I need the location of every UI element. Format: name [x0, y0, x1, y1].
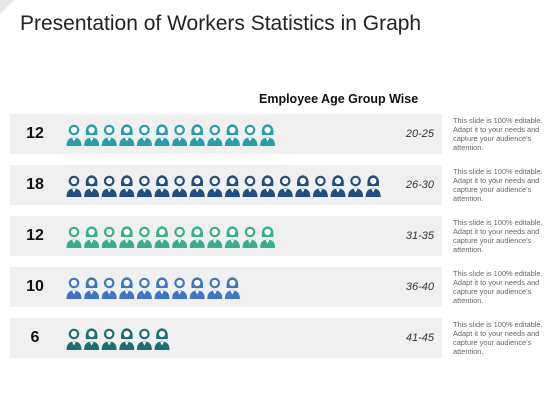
female-worker-icon: [119, 277, 135, 299]
male-worker-icon: [242, 124, 258, 146]
employee-count-label: 18: [26, 176, 44, 193]
female-worker-icon: [295, 175, 311, 197]
male-worker-icon: [207, 277, 223, 299]
female-worker-icon: [260, 175, 276, 197]
employee-count-label: 12: [26, 227, 44, 244]
male-worker-icon: [101, 175, 117, 197]
worker-pictograph: [66, 175, 381, 197]
age-range-label: 36-40: [405, 281, 434, 293]
female-worker-icon: [84, 124, 100, 146]
male-worker-icon: [172, 226, 188, 248]
male-worker-icon: [277, 175, 293, 197]
female-worker-icon: [189, 124, 205, 146]
slide-title: Presentation of Workers Statistics in Gr…: [20, 12, 422, 35]
male-worker-icon: [172, 277, 188, 299]
age-range-label: 31-35: [405, 230, 434, 242]
female-worker-icon: [119, 226, 135, 248]
female-worker-icon: [84, 277, 100, 299]
male-worker-icon: [66, 175, 82, 197]
male-worker-icon: [101, 277, 117, 299]
male-worker-icon: [136, 328, 152, 350]
employee-count-label: 10: [26, 278, 44, 295]
male-worker-icon: [172, 124, 188, 146]
male-worker-icon: [242, 175, 258, 197]
female-worker-icon: [119, 175, 135, 197]
male-worker-icon: [66, 226, 82, 248]
female-worker-icon: [189, 277, 205, 299]
female-worker-icon: [224, 124, 240, 146]
female-worker-icon: [154, 175, 170, 197]
male-worker-icon: [101, 328, 117, 350]
worker-pictograph: [66, 124, 276, 146]
male-worker-icon: [348, 175, 364, 197]
male-worker-icon: [136, 124, 152, 146]
age-range-label: 26-30: [405, 179, 434, 191]
age-group-row: 6 41-45: [10, 318, 442, 358]
male-worker-icon: [101, 226, 117, 248]
worker-pictograph: [66, 277, 240, 299]
age-group-row: 12 20-25: [10, 114, 442, 154]
female-worker-icon: [84, 226, 100, 248]
female-worker-icon: [154, 277, 170, 299]
age-group-row: 10 36-40: [10, 267, 442, 307]
female-worker-icon: [154, 124, 170, 146]
female-worker-icon: [119, 124, 135, 146]
female-worker-icon: [260, 226, 276, 248]
male-worker-icon: [242, 226, 258, 248]
male-worker-icon: [207, 226, 223, 248]
row-description-note: This slide is 100% editable. Adapt it to…: [453, 269, 543, 305]
female-worker-icon: [189, 175, 205, 197]
male-worker-icon: [207, 124, 223, 146]
worker-pictograph: [66, 328, 170, 350]
male-worker-icon: [172, 175, 188, 197]
worker-pictograph: [66, 226, 276, 248]
row-description-note: This slide is 100% editable. Adapt it to…: [453, 167, 543, 203]
row-description-note: This slide is 100% editable. Adapt it to…: [453, 218, 543, 254]
row-description-note: This slide is 100% editable. Adapt it to…: [453, 320, 543, 356]
male-worker-icon: [136, 226, 152, 248]
female-worker-icon: [84, 328, 100, 350]
age-group-row: 12 31-35: [10, 216, 442, 256]
age-range-label: 20-25: [405, 128, 434, 140]
male-worker-icon: [66, 328, 82, 350]
employee-count-label: 6: [30, 329, 40, 346]
female-worker-icon: [330, 175, 346, 197]
male-worker-icon: [66, 124, 82, 146]
female-worker-icon: [189, 226, 205, 248]
male-worker-icon: [207, 175, 223, 197]
female-worker-icon: [119, 328, 135, 350]
slide-corner-decoration: [0, 0, 14, 14]
female-worker-icon: [154, 226, 170, 248]
female-worker-icon: [154, 328, 170, 350]
male-worker-icon: [136, 175, 152, 197]
employee-count-label: 12: [26, 125, 44, 142]
chart-title: Employee Age Group Wise: [259, 92, 419, 106]
male-worker-icon: [101, 124, 117, 146]
male-worker-icon: [66, 277, 82, 299]
female-worker-icon: [224, 226, 240, 248]
age-group-row: 18 26-30: [10, 165, 442, 205]
male-worker-icon: [136, 277, 152, 299]
female-worker-icon: [365, 175, 381, 197]
row-description-note: This slide is 100% editable. Adapt it to…: [453, 116, 543, 152]
female-worker-icon: [84, 175, 100, 197]
age-range-label: 41-45: [405, 332, 434, 344]
male-worker-icon: [312, 175, 328, 197]
female-worker-icon: [260, 124, 276, 146]
female-worker-icon: [224, 175, 240, 197]
female-worker-icon: [224, 277, 240, 299]
